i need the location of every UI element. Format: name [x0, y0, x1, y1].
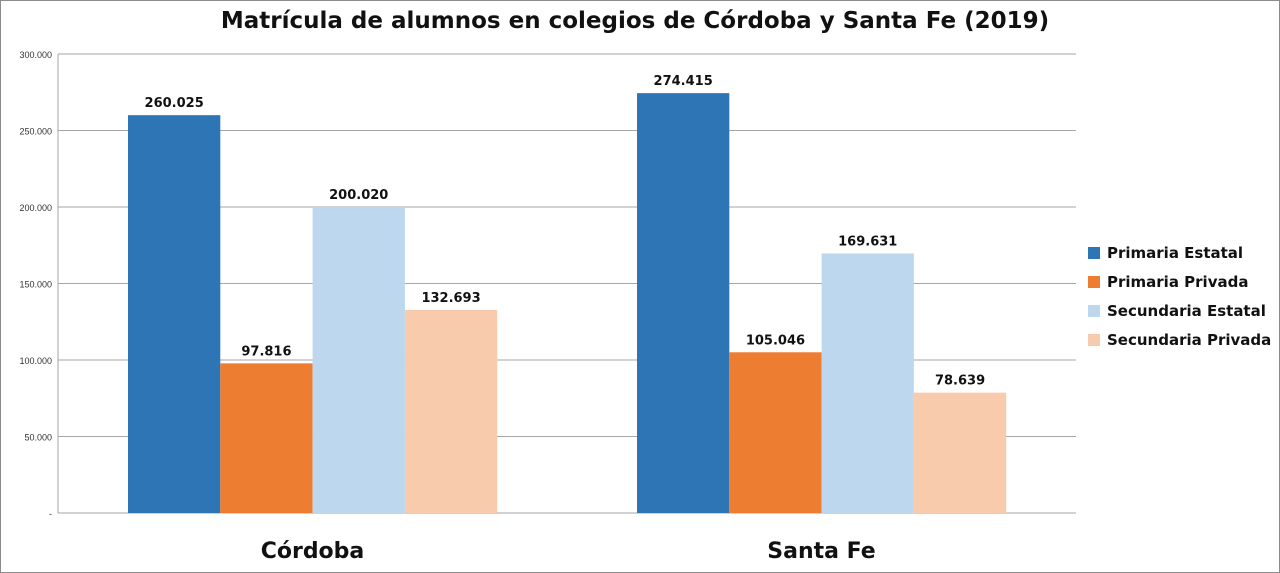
legend-swatch [1088, 333, 1100, 346]
data-label: 169.631 [838, 234, 897, 249]
y-tick-label: 50.000 [24, 433, 52, 443]
data-label: 200.020 [329, 188, 388, 203]
legend-label: Primaria Privada [1107, 272, 1249, 291]
legend-item: Secundaria Privada [1088, 325, 1271, 354]
bar-secundaria-estatal [312, 206, 405, 513]
bar-primaria-estatal [128, 115, 221, 514]
chart-title: Matrícula de alumnos en colegios de Córd… [220, 8, 1050, 34]
data-label: 260.025 [145, 96, 204, 111]
data-label: 274.415 [654, 74, 713, 89]
data-label: 105.046 [746, 333, 805, 348]
y-tick-label: - [49, 509, 52, 519]
y-tick-label: 300.000 [19, 50, 52, 60]
x-category-label: Córdoba [261, 539, 365, 564]
y-tick-label: 200.000 [19, 203, 52, 213]
bar-primaria-estatal [637, 93, 730, 513]
x-category-label: Santa Fe [767, 539, 875, 564]
y-tick-label: 100.000 [19, 356, 52, 366]
legend-item: Secundaria Estatal [1088, 296, 1271, 325]
data-label: 97.816 [241, 344, 291, 359]
bar-secundaria-privada [913, 392, 1007, 513]
bar-secundaria-estatal [821, 253, 914, 513]
legend-swatch [1088, 275, 1100, 288]
y-tick-label: 150.000 [19, 280, 52, 290]
legend-label: Secundaria Estatal [1107, 301, 1266, 320]
legend-item: Primaria Privada [1088, 267, 1271, 296]
data-label: 78.639 [935, 374, 985, 389]
legend-label: Primaria Estatal [1107, 243, 1244, 262]
legend: Primaria Estatal Primaria Privada Secundar… [1088, 238, 1271, 354]
legend-swatch [1088, 304, 1100, 317]
legend-item: Primaria Estatal [1088, 238, 1271, 267]
bar-primaria-privada [729, 352, 822, 513]
y-tick-label: 250.000 [19, 127, 52, 137]
data-label: 132.693 [421, 291, 480, 306]
bar-primaria-privada [220, 363, 313, 513]
legend-label: Secundaria Privada [1107, 330, 1272, 349]
bar-secundaria-privada [404, 309, 498, 513]
legend-swatch [1088, 246, 1100, 259]
